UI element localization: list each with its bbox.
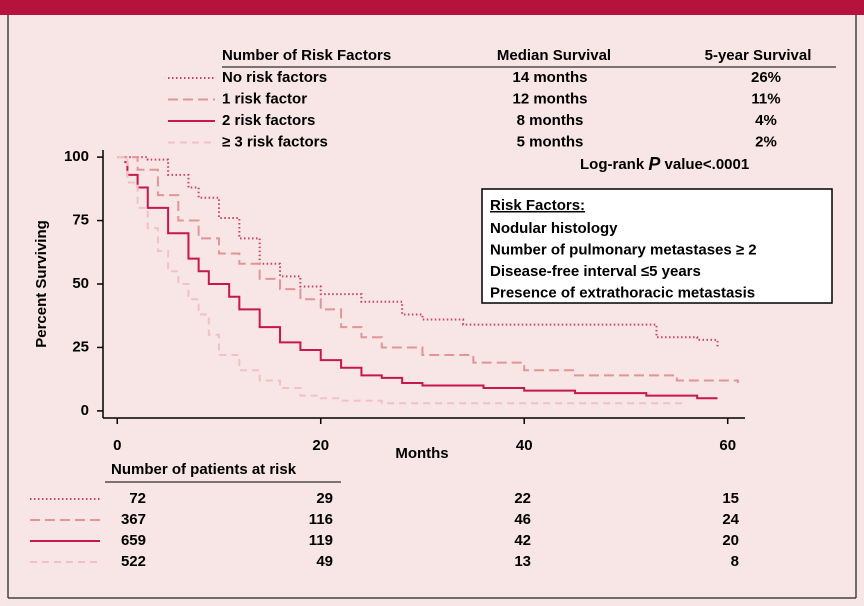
legend-label: 2 risk factors [222, 112, 315, 129]
at-risk-count: 659 [121, 532, 146, 549]
at-risk-count: 22 [514, 490, 531, 507]
at-risk-count: 13 [514, 553, 531, 570]
risk-box-item: Nodular histology [490, 220, 618, 237]
x-tick-label: 20 [312, 437, 329, 454]
legend-label: 1 risk factor [222, 90, 307, 107]
survival-curve [124, 161, 718, 400]
legend-label: ≥ 3 risk factors [222, 133, 328, 150]
y-tick-label: 25 [72, 338, 89, 355]
at-risk-count: 15 [722, 490, 739, 507]
legend-median: 14 months [512, 69, 587, 86]
at-risk-count: 42 [514, 532, 531, 549]
at-risk-count: 46 [514, 511, 531, 528]
legend-header: Number of Risk Factors [222, 47, 391, 64]
legend-five-year: 26% [751, 69, 781, 86]
legend-header: Median Survival [497, 47, 611, 64]
at-risk-title: Number of patients at risk [111, 461, 297, 478]
y-axis-label: Percent Surviving [33, 220, 50, 348]
risk-box-item: Presence of extrathoracic metastasis [490, 284, 755, 301]
survival-curve [117, 156, 739, 383]
at-risk-count: 116 [309, 511, 333, 528]
legend-five-year: 4% [755, 112, 777, 129]
y-tick-label: 100 [64, 148, 89, 165]
legend-five-year: 11% [751, 90, 780, 107]
at-risk-count: 522 [121, 553, 146, 570]
at-risk-count: 49 [316, 553, 333, 570]
log-rank: Log-rank P value<.0001 [580, 154, 749, 174]
x-tick-label: 40 [516, 437, 533, 454]
legend-label: No risk factors [222, 69, 327, 86]
x-axis-label: Months [395, 445, 448, 462]
at-risk-count: 367 [121, 511, 146, 528]
legend-header: 5-year Survival [705, 47, 812, 64]
risk-box-item: Disease-free interval ≤5 years [490, 263, 701, 280]
survival-curve [117, 156, 688, 405]
risk-box-item: Number of pulmonary metastases ≥ 2 [490, 241, 757, 258]
legend-median: 5 months [517, 133, 584, 150]
legend-median: 12 months [512, 90, 587, 107]
header-band [0, 0, 864, 15]
legend-median: 8 months [517, 112, 584, 129]
at-risk-count: 72 [129, 490, 146, 507]
log-rank-prefix: Log-rank [580, 156, 645, 173]
log-rank-p: P [648, 154, 661, 174]
y-tick-label: 50 [72, 275, 89, 292]
at-risk-count: 29 [316, 490, 333, 507]
at-risk-count: 119 [309, 532, 333, 549]
at-risk-count: 8 [731, 553, 739, 570]
x-tick-label: 0 [113, 437, 121, 454]
x-tick-label: 60 [719, 437, 736, 454]
risk-box [481, 188, 833, 304]
risk-box-title: Risk Factors: [490, 197, 585, 214]
at-risk-count: 20 [722, 532, 739, 549]
legend-five-year: 2% [755, 133, 777, 150]
y-tick-label: 0 [81, 402, 89, 419]
at-risk-count: 24 [722, 511, 739, 528]
y-tick-label: 75 [72, 212, 89, 229]
log-rank-suffix: value<.0001 [665, 156, 750, 173]
